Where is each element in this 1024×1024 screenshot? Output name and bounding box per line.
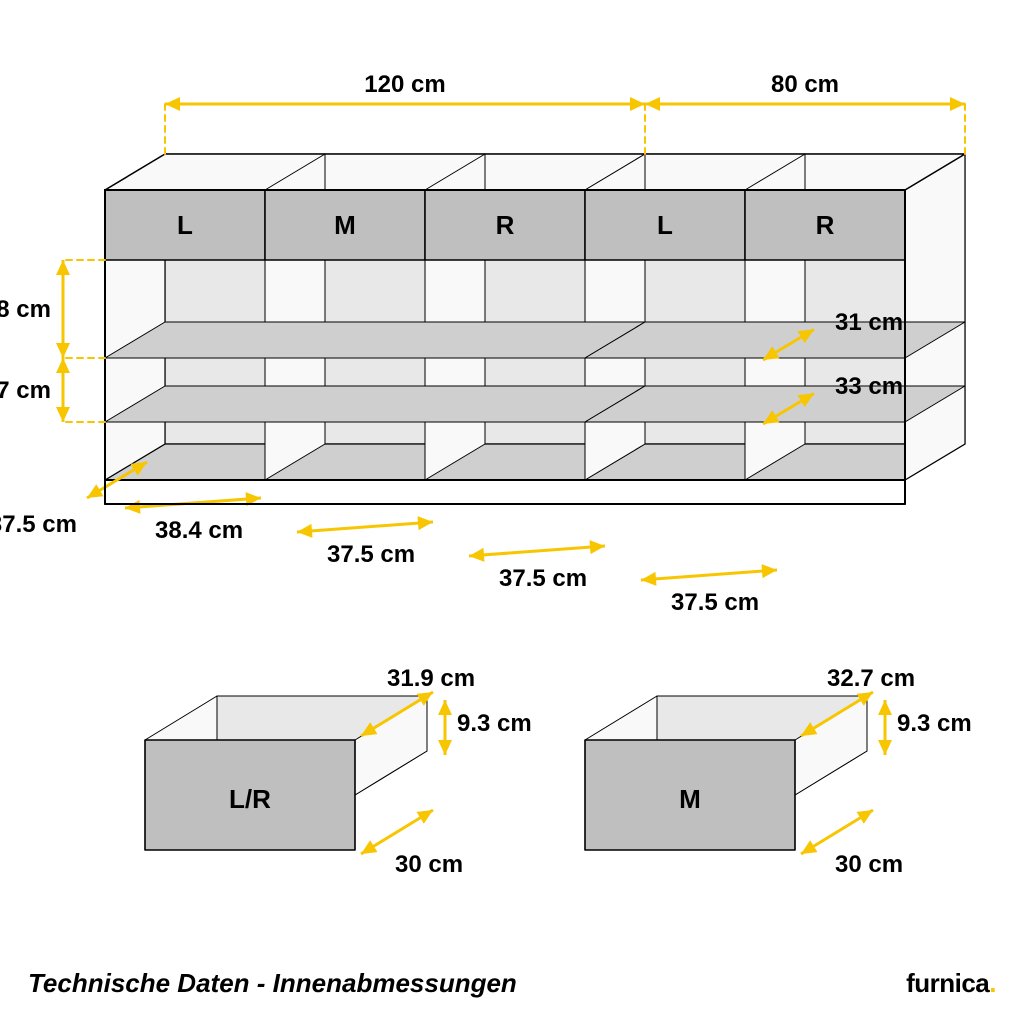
svg-text:37.5 cm: 37.5 cm xyxy=(327,541,415,568)
svg-text:L: L xyxy=(177,210,193,240)
svg-text:120 cm: 120 cm xyxy=(364,71,445,98)
svg-text:80 cm: 80 cm xyxy=(771,71,839,98)
svg-text:37.5 cm: 37.5 cm xyxy=(0,511,77,538)
footer-title: Technische Daten - Innenabmessungen xyxy=(28,968,517,999)
svg-text:M: M xyxy=(334,210,356,240)
svg-text:30 cm: 30 cm xyxy=(395,851,463,878)
svg-text:9.3 cm: 9.3 cm xyxy=(457,710,532,737)
svg-text:32.7 cm: 32.7 cm xyxy=(827,665,915,692)
svg-text:9.3 cm: 9.3 cm xyxy=(897,710,972,737)
svg-text:18.7 cm: 18.7 cm xyxy=(0,377,51,404)
svg-text:R: R xyxy=(816,210,835,240)
svg-text:37.5 cm: 37.5 cm xyxy=(499,565,587,592)
svg-text:31.9 cm: 31.9 cm xyxy=(387,665,475,692)
svg-text:30 cm: 30 cm xyxy=(835,851,903,878)
svg-text:M: M xyxy=(679,784,701,814)
svg-text:33 cm: 33 cm xyxy=(835,373,903,400)
svg-text:L: L xyxy=(657,210,673,240)
brand-dot: . xyxy=(989,968,996,998)
brand-logo: furnica. xyxy=(906,968,996,999)
svg-text:16.8 cm: 16.8 cm xyxy=(0,296,51,323)
brand-text: furnica xyxy=(906,968,989,998)
svg-text:37.5 cm: 37.5 cm xyxy=(671,589,759,616)
svg-text:L/R: L/R xyxy=(229,784,271,814)
svg-text:R: R xyxy=(496,210,515,240)
svg-text:31 cm: 31 cm xyxy=(835,309,903,336)
svg-text:38.4 cm: 38.4 cm xyxy=(155,517,243,544)
footer-bar: Technische Daten - Innenabmessungen furn… xyxy=(0,954,1024,1024)
